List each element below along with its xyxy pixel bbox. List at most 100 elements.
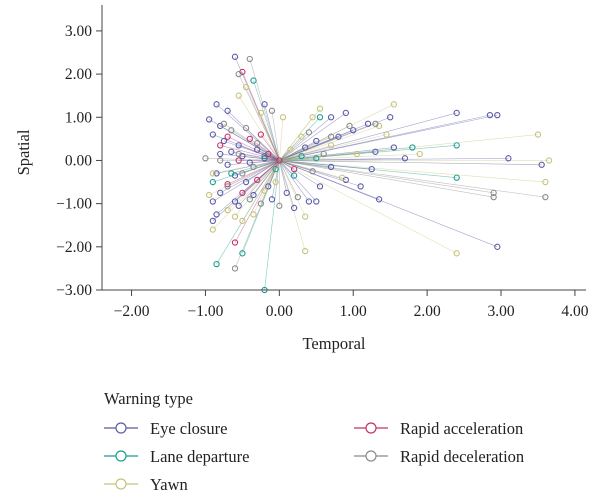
lane-departure-point-1 (213, 260, 220, 268)
legend-label-rapid-deceleration: Rapid deceleration (400, 447, 524, 466)
y-tick-label-6: 3.00 (65, 23, 92, 40)
eye-closure-point-2 (224, 107, 231, 114)
rapid-deceleration-point-22 (490, 194, 497, 201)
eye-closure-ray-29 (279, 160, 317, 202)
eye-closure-point-35 (364, 120, 372, 127)
yawn-point-1 (235, 92, 242, 99)
rapid-deceleration-ray-1 (238, 73, 280, 161)
rapid-acceleration-point-2 (217, 142, 224, 149)
yawn-point-14 (316, 105, 324, 112)
rapid-acceleration-ray-6 (256, 160, 280, 181)
eye-closure-point-43 (327, 163, 335, 171)
yawn-point-2 (209, 170, 216, 177)
rapid-deceleration-point-17 (320, 150, 327, 158)
rapid-deceleration-point-23 (542, 194, 549, 201)
yawn-point-23 (534, 131, 542, 138)
eye-closure-point-36 (387, 114, 394, 121)
yawn-point-26 (302, 247, 309, 255)
rapid-deceleration-point-9 (250, 163, 257, 171)
rapid-acceleration-ray-2 (220, 145, 280, 161)
eye-closure-point-37 (342, 109, 349, 117)
eye-closure-ray-14 (227, 160, 280, 166)
eye-closure-point-50 (505, 155, 512, 162)
legend-marker-rapid-acceleration (365, 422, 377, 434)
eye-closure-point-1 (213, 101, 220, 108)
eye-closure-ray-7 (238, 145, 280, 161)
eye-closure-point-49 (494, 111, 501, 119)
rapid-acceleration-point-4 (224, 181, 231, 188)
eye-closure-point-47 (453, 109, 460, 117)
rapid-acceleration-point-1 (224, 133, 231, 140)
lane-departure-ray-0 (253, 80, 280, 161)
ray-layer (205, 56, 550, 291)
legend-label-yawn: Yawn (150, 475, 188, 494)
rapid-deceleration-ray-11 (227, 160, 280, 187)
eye-closure-point-54 (261, 101, 268, 108)
x-tick-label-1: −1.00 (188, 303, 224, 320)
axes (101, 5, 586, 291)
rapid-deceleration-ray-0 (249, 58, 280, 161)
rapid-deceleration-point-25 (268, 107, 276, 114)
eye-closure-point-23 (235, 202, 242, 209)
rapid-deceleration-point-15 (294, 194, 301, 201)
lane-departure-point-6 (290, 172, 298, 179)
eye-closure-point-13 (246, 159, 253, 166)
x-tick-label-5: 3.00 (487, 303, 514, 320)
eye-closure-point-11 (254, 146, 261, 153)
yawn-ray-15 (279, 145, 332, 161)
yawn-point-11 (287, 146, 294, 153)
eye-closure-point-41 (368, 165, 375, 173)
yawn-point-9 (261, 187, 268, 194)
eye-closure-point-27 (283, 189, 290, 196)
rapid-deceleration-point-0 (246, 55, 253, 63)
yawn-point-24 (542, 178, 549, 186)
lane-departure-point-14 (209, 178, 216, 186)
lane-departure-point-10 (453, 142, 460, 149)
eye-closure-point-25 (265, 183, 272, 190)
rapid-deceleration-ray-10 (242, 160, 280, 174)
eye-closure-point-21 (213, 211, 220, 218)
eye-closure-ray-38 (279, 117, 332, 161)
rapid-deceleration-point-18 (327, 133, 335, 140)
y-tick-label-1: −2.00 (56, 239, 92, 256)
yawn-point-13 (309, 114, 316, 121)
rapid-deceleration-ray-15 (279, 160, 299, 198)
eye-closure-point-7 (235, 142, 242, 149)
yawn-point-21 (416, 150, 423, 158)
y-tick-label-0: −3.00 (56, 282, 92, 299)
yawn-point-19 (390, 101, 398, 108)
eye-closure-ray-46 (279, 160, 321, 187)
eye-closure-point-14 (224, 161, 231, 168)
rapid-deceleration-point-20 (372, 120, 379, 127)
eye-closure-point-38 (327, 114, 335, 121)
eye-closure-point-32 (313, 137, 320, 145)
eye-closure-ray-53 (279, 157, 405, 161)
eye-closure-point-31 (302, 144, 309, 151)
legend-marker-rapid-deceleration (365, 450, 377, 462)
yawn-ray-28 (279, 117, 284, 161)
rapid-deceleration-point-21 (490, 189, 497, 196)
rapid-deceleration-point-6 (235, 150, 242, 158)
rapid-deceleration-point-12 (246, 196, 253, 203)
lane-departure-ray-11 (279, 160, 457, 179)
lane-departure-ray-6 (279, 160, 295, 176)
eye-closure-point-3 (205, 116, 213, 123)
eye-closure-point-40 (390, 144, 398, 151)
eye-closure-point-17 (242, 178, 250, 186)
rapid-deceleration-ray-16 (279, 160, 313, 172)
legend-label-lane-departure: Lane departure (150, 447, 249, 466)
eye-closure-ray-47 (279, 112, 457, 161)
legend-item-rapid-acceleration: Rapid acceleration (354, 419, 523, 438)
lane-departure-point-0 (250, 77, 257, 84)
eye-closure-point-39 (372, 148, 379, 155)
eye-closure-ray-35 (279, 123, 369, 161)
rapid-deceleration-point-4 (242, 124, 250, 132)
eye-closure-point-15 (213, 170, 220, 177)
eye-closure-ray-51 (279, 160, 542, 166)
eye-closure-point-30 (290, 204, 298, 212)
rapid-acceleration-point-3 (235, 157, 242, 164)
eye-closure-point-24 (250, 191, 257, 199)
yawn-point-3 (205, 191, 213, 199)
eye-closure-point-28 (305, 198, 313, 205)
